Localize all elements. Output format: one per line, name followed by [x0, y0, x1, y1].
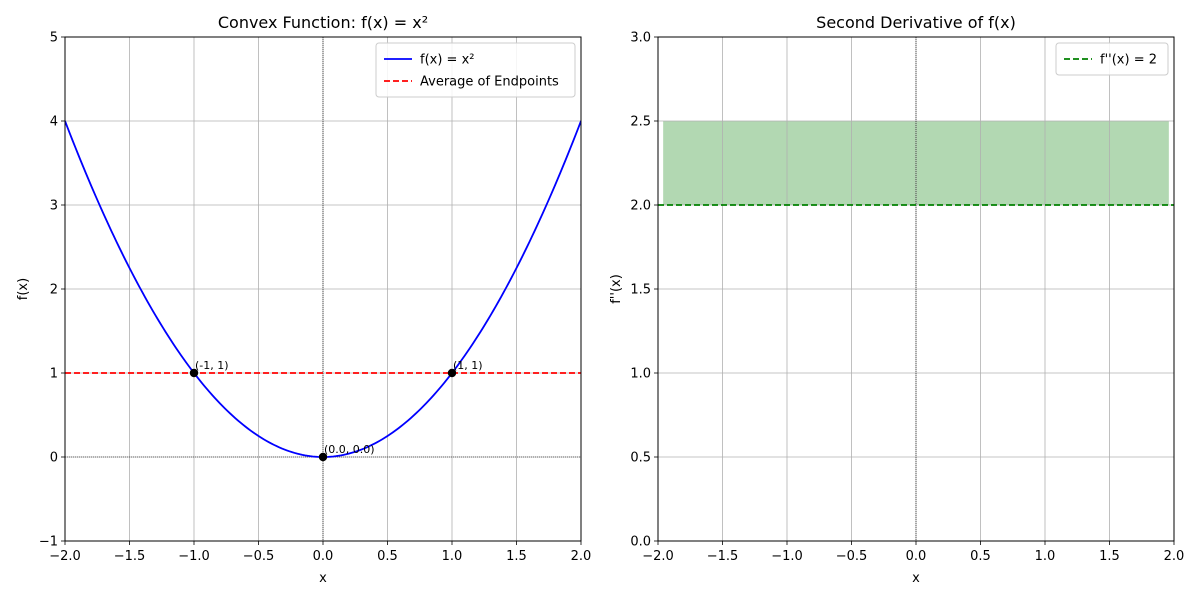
y-axis-label: f''(x)	[609, 274, 624, 304]
point-annotation: (1, 1)	[453, 359, 483, 372]
legend: f''(x) = 2	[1055, 42, 1169, 76]
x-tick-label: −1.0	[771, 549, 803, 564]
y-tick-label: 1.5	[630, 283, 651, 298]
x-axis-label: x	[912, 571, 920, 586]
y-tick-label: 2.0	[630, 199, 651, 214]
x-tick-label: 1.0	[1035, 549, 1056, 564]
x-tick-label: −1.0	[178, 549, 210, 564]
y-tick-label: 1.0	[630, 367, 651, 382]
y-tick-label: 0	[50, 451, 58, 466]
x-tick-label: 1.5	[1099, 549, 1120, 564]
y-tick-label: 1	[50, 367, 58, 382]
data-point	[447, 368, 457, 378]
x-tick-label: 2.0	[1164, 549, 1185, 564]
y-tick-label: 5	[50, 31, 58, 46]
x-tick-label: 1.0	[442, 549, 463, 564]
chart-title: Convex Function: f(x) = x²	[218, 13, 428, 32]
data-point	[318, 452, 328, 462]
x-tick-label: −0.5	[836, 549, 868, 564]
x-tick-label: 0.5	[377, 549, 398, 564]
x-tick-label: 0.0	[906, 549, 927, 564]
y-tick-label: 3.0	[630, 31, 651, 46]
legend-label-0: f''(x) = 2	[1100, 53, 1157, 68]
x-tick-label: −1.5	[707, 549, 739, 564]
legend-label-0: f(x) = x²	[420, 53, 474, 68]
y-tick-label: −1	[39, 535, 58, 550]
data-point	[189, 368, 199, 378]
x-tick-label: 1.5	[506, 549, 527, 564]
right-chart-panel: −2.0 −1.5 −1.0 −0.5 0.0 0.5 1.0 1.5 2.0 0.0 0.5 1.0…	[609, 13, 1184, 586]
y-axis-label: f(x)	[16, 278, 31, 300]
y-tick-label: 3	[50, 199, 58, 214]
chart-title: Second Derivative of f(x)	[816, 13, 1016, 32]
x-tick-label: −2.0	[642, 549, 674, 564]
y-tick-label: 4	[50, 115, 58, 130]
y-tick-label: 0.5	[630, 451, 651, 466]
x-tick-label: 0.5	[970, 549, 991, 564]
y-tick-label: 2.5	[630, 115, 651, 130]
x-tick-label: 2.0	[571, 549, 592, 564]
x-tick-label: −1.5	[114, 549, 146, 564]
y-tick-label: 0.0	[630, 535, 651, 550]
x-axis-label: x	[319, 571, 327, 586]
legend-box	[375, 42, 576, 98]
legend-box	[1055, 42, 1169, 76]
left-chart-panel: (-1, 1) (1, 1) (0.0, 0.0) −2.0 −1.5 −1.0 −0.5 0…	[16, 13, 591, 586]
legend-label-1: Average of Endpoints	[420, 75, 559, 90]
point-annotation: (-1, 1)	[195, 359, 229, 372]
x-tick-label: −0.5	[243, 549, 275, 564]
point-annotation: (0.0, 0.0)	[324, 443, 375, 456]
x-tick-label: 0.0	[313, 549, 334, 564]
y-tick-label: 2	[50, 283, 58, 298]
x-tick-label: −2.0	[49, 549, 81, 564]
legend: f(x) = x² Average of Endpoints	[375, 42, 576, 98]
